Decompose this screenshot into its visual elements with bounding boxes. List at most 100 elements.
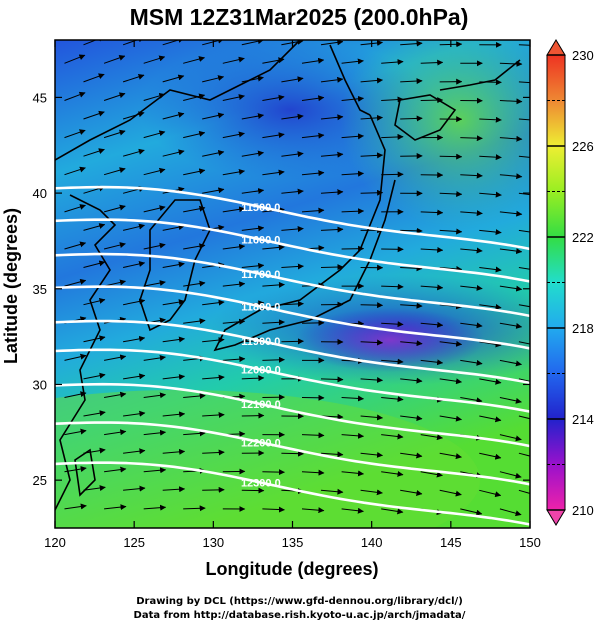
wind-arrow <box>301 95 325 102</box>
wind-arrow <box>83 410 106 417</box>
wind-arrow <box>83 110 105 120</box>
wind-arrow <box>400 452 423 459</box>
wind-arrow <box>241 150 264 157</box>
wind-arrow <box>381 396 404 403</box>
chart-title: MSM 12Z31Mar2025 (200.0hPa) <box>130 4 469 30</box>
credit-data: Data from http://database.rish.kyoto-u.a… <box>133 610 466 621</box>
wind-arrow <box>460 322 483 329</box>
wind-arrow <box>104 391 127 398</box>
wind-arrow <box>83 260 106 268</box>
contour-label: 12100.0 <box>241 399 281 411</box>
wind-arrow <box>320 189 344 196</box>
colorbar-top-triangle <box>546 39 566 56</box>
x-tick-label: 120 <box>44 535 66 550</box>
wind-arrow <box>301 507 325 514</box>
y-axis-label: Latitude (degrees) <box>1 208 21 364</box>
wind-arrow <box>123 373 146 380</box>
wind-arrow <box>64 241 87 250</box>
wind-arrow <box>499 359 522 367</box>
wind-arrow <box>420 284 444 291</box>
contour-label: 11900.0 <box>241 336 280 348</box>
wind-arrow <box>262 506 285 513</box>
wind-arrow <box>320 264 344 271</box>
wind-arrow <box>381 433 404 440</box>
wind-arrow <box>104 429 127 436</box>
wind-arrow <box>183 56 205 64</box>
wind-arrow <box>381 133 404 140</box>
contour-label: 11800.0 <box>241 301 280 313</box>
wind-arrow <box>64 391 87 398</box>
wind-arrow <box>320 226 344 233</box>
wind-arrow <box>499 508 522 517</box>
wind-arrow <box>122 40 145 46</box>
wind-arrow <box>104 354 127 361</box>
y-tick-label: 30 <box>33 377 47 392</box>
wind-arrow <box>162 149 185 157</box>
contour-label: 11600.0 <box>241 235 280 247</box>
wind-arrow <box>123 335 146 343</box>
wind-arrow <box>400 78 423 85</box>
wind-arrow <box>262 94 285 101</box>
wind-arrow <box>104 504 127 511</box>
wind-arrow <box>460 135 483 142</box>
wind-arrow <box>479 191 502 198</box>
x-tick-label: 135 <box>282 535 304 550</box>
wind-arrow <box>202 411 225 418</box>
height-contour <box>55 285 530 350</box>
wind-arrow <box>341 133 364 140</box>
wind-arrow <box>64 503 87 510</box>
wind-arrow <box>479 266 502 273</box>
colorbar-tick-label: 222 <box>572 230 594 245</box>
wind-arrow <box>460 284 483 291</box>
height-contours: 11500.0 11600.0 11700.0 11800.0 11900.0 12000… <box>55 185 530 526</box>
wind-arrow <box>222 356 246 363</box>
wind-arrow <box>143 467 167 474</box>
wind-arrow <box>320 76 344 83</box>
wind-arrow <box>320 40 344 46</box>
wind-arrow <box>439 191 463 198</box>
wind-arrow <box>420 209 444 216</box>
wind-arrow <box>183 205 206 213</box>
x-tick-label: 140 <box>361 535 383 550</box>
wind-arrow <box>262 319 285 326</box>
wind-arrow <box>83 485 106 492</box>
wind-arrow <box>381 59 404 66</box>
y-tick-label: 40 <box>33 186 47 201</box>
wind-arrow <box>499 248 523 255</box>
wind-arrow <box>420 359 444 366</box>
wind-arrow <box>143 429 166 436</box>
wind-arrow <box>262 356 285 363</box>
wind-arrow <box>123 485 146 492</box>
wind-arrow <box>341 507 364 514</box>
x-tick-label: 145 <box>440 535 462 550</box>
coastline-korea <box>139 199 211 332</box>
wind-arrow <box>301 57 325 64</box>
wind-arrow <box>499 397 522 404</box>
wind-arrow <box>162 40 185 46</box>
wind-arrow <box>439 378 462 385</box>
wind-arrow <box>341 170 364 177</box>
wind-arrow <box>281 300 304 307</box>
wind-arrow <box>83 73 105 83</box>
wind-arrow <box>241 225 265 232</box>
wind-arrow <box>241 113 264 120</box>
height-contour <box>55 185 530 251</box>
wind-arrow <box>420 321 444 328</box>
wind-arrow <box>400 115 423 122</box>
wind-arrow <box>103 242 126 250</box>
wind-arrow <box>301 207 325 214</box>
wind-arrow <box>183 280 206 287</box>
wind-arrow <box>183 168 206 176</box>
wind-arrow <box>400 302 423 309</box>
wind-arrow <box>320 151 344 158</box>
wind-arrow <box>241 412 265 419</box>
height-contour <box>55 461 530 526</box>
coastline-hokkaido <box>394 94 457 141</box>
wind-arrow <box>400 415 423 422</box>
wind-arrow <box>479 415 502 423</box>
wind-arrow <box>262 57 285 64</box>
wind-arrow <box>479 452 502 460</box>
wind-arrow <box>420 471 443 478</box>
wind-arrow <box>381 508 404 515</box>
x-tick-label: 125 <box>123 535 145 550</box>
